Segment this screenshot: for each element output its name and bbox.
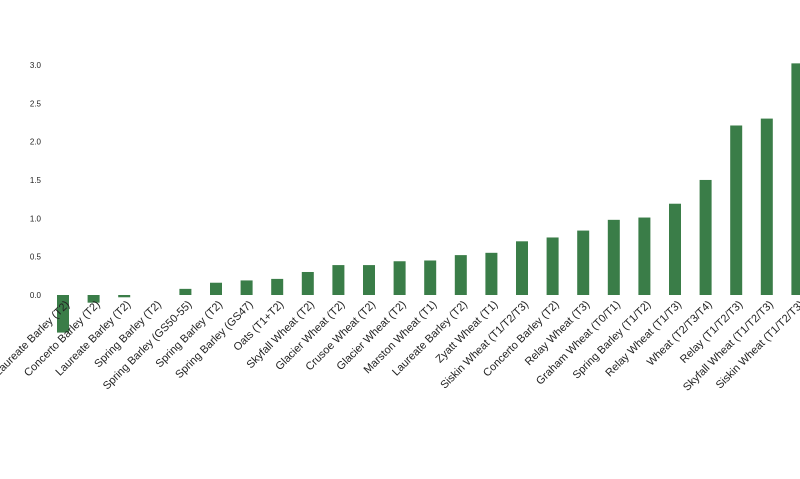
bar (179, 288, 192, 295)
bar (546, 237, 559, 295)
bar (240, 280, 253, 295)
bars (57, 63, 800, 333)
bar (516, 241, 528, 295)
y-tick-label: 0.5 (30, 253, 42, 262)
bar (57, 295, 69, 333)
bar (607, 219, 620, 295)
bar (485, 252, 498, 295)
bar (87, 295, 100, 303)
bar (454, 255, 467, 295)
bar (699, 179, 712, 295)
bar (210, 282, 222, 295)
y-tick-label: 1.5 (30, 176, 42, 185)
y-tick-label: 0.0 (30, 291, 42, 300)
bar (118, 295, 131, 298)
bar (363, 265, 375, 295)
y-tick-label: 3.0 (30, 61, 42, 70)
bar (577, 230, 590, 295)
bar (393, 261, 406, 295)
bar (424, 260, 437, 295)
bar (730, 125, 743, 295)
bar (638, 217, 651, 295)
x-axis: Laureate Barley (T2)Concerto Barley (T2)… (0, 299, 800, 394)
y-tick-label: 1.0 (30, 214, 42, 223)
y-tick-label: 2.0 (30, 138, 42, 147)
y-tick-label: 2.5 (30, 99, 42, 108)
bar (332, 265, 345, 295)
bar (301, 271, 314, 295)
bar (760, 118, 773, 295)
bar (669, 203, 681, 295)
bar (271, 278, 284, 295)
bar (791, 63, 800, 296)
y-axis: 0.0 0.5 1.0 1.5 2.0 2.5 3.0 (30, 61, 42, 300)
